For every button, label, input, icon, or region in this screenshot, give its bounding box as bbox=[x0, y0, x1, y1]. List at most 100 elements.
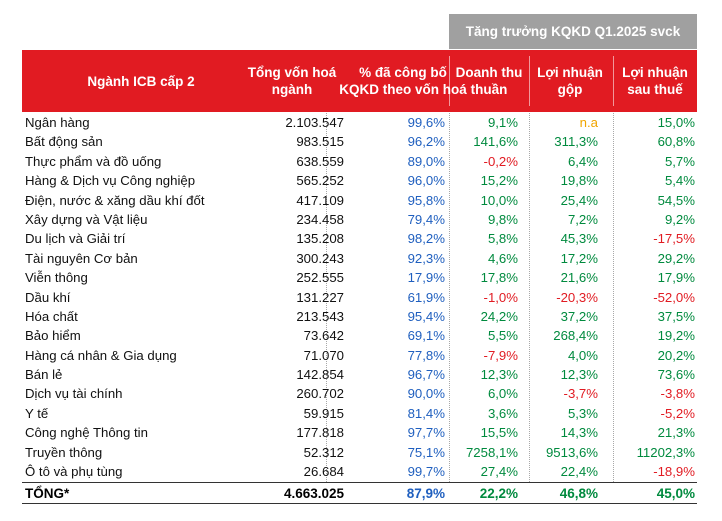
header-net-profit: Lợi nhuận sau thuế bbox=[622, 65, 688, 97]
revenue-growth: 10,0% bbox=[480, 192, 518, 208]
sector-name: Du lịch và Giải trí bbox=[25, 231, 126, 247]
table-row: Hàng cá nhân & Gia dụng 71.070 77,8% -7,9% 4… bbox=[22, 346, 697, 365]
revenue-growth: -0,2% bbox=[483, 153, 518, 169]
market-cap: 2.103.547 bbox=[285, 115, 344, 130]
table-row: Dầu khí 131.227 61,9% -1,0% -20,3% -52,0% bbox=[22, 288, 697, 307]
table-row: Tài nguyên Cơ bản 300.243 92,3% 4,6% 17,2% 29… bbox=[22, 249, 697, 268]
sector-name: Ô tô và phụ tùng bbox=[25, 464, 123, 480]
gross-profit-growth: 14,3% bbox=[560, 425, 598, 441]
table-row: Điện, nước & xăng dầu khí đốt 417.109 95,8… bbox=[22, 191, 697, 210]
revenue-growth: 9,1% bbox=[487, 115, 518, 130]
header-reported-share: % đã công bố KQKD theo vốn hoá bbox=[339, 65, 467, 97]
table-row: Xây dựng và Vật liệu 234.458 79,4% 9,8% 7,2%… bbox=[22, 210, 697, 229]
market-cap: 417.109 bbox=[296, 192, 344, 208]
net-profit-growth: 54,5% bbox=[657, 192, 695, 208]
revenue-growth: 15,2% bbox=[480, 173, 518, 189]
total-reported-share: 87,9% bbox=[406, 486, 445, 501]
market-cap: 52.312 bbox=[303, 444, 344, 460]
gross-profit-growth: n.a bbox=[579, 115, 598, 130]
table-row: Hóa chất 213.543 95,4% 24,2% 37,2% 37,5% bbox=[22, 307, 697, 326]
reported-share: 98,2% bbox=[407, 231, 445, 247]
net-profit-growth: 5,7% bbox=[664, 153, 695, 169]
reported-share: 96,2% bbox=[407, 134, 445, 150]
table-row: Công nghệ Thông tin 177.818 97,7% 15,5% 14,3… bbox=[22, 423, 697, 442]
table-row: Hàng & Dịch vụ Công nghiệp 565.252 96,0% 15… bbox=[22, 171, 697, 190]
sector-name: Bán lẻ bbox=[25, 367, 63, 383]
reported-share: 61,9% bbox=[407, 289, 445, 305]
header-market-cap: Tổng vốn hoá ngành bbox=[247, 65, 337, 97]
reported-share: 95,4% bbox=[407, 308, 445, 324]
market-cap: 26.684 bbox=[303, 464, 344, 480]
sector-name: Dầu khí bbox=[25, 289, 71, 305]
total-net-profit: 45,0% bbox=[656, 486, 695, 501]
net-profit-growth: -18,9% bbox=[653, 464, 695, 480]
header-divider bbox=[529, 56, 530, 106]
reported-share: 99,6% bbox=[407, 115, 445, 130]
total-market-cap: 4.663.025 bbox=[283, 486, 344, 501]
sector-name: Hóa chất bbox=[25, 308, 78, 324]
net-profit-growth: 37,5% bbox=[657, 308, 695, 324]
gross-profit-growth: 22,4% bbox=[560, 464, 598, 480]
gross-profit-growth: 37,2% bbox=[560, 308, 598, 324]
reported-share: 89,0% bbox=[407, 153, 445, 169]
gross-profit-growth: 4,0% bbox=[567, 347, 598, 363]
gross-profit-growth: 311,3% bbox=[554, 134, 598, 150]
market-cap: 177.818 bbox=[296, 425, 344, 441]
market-cap: 73.642 bbox=[303, 328, 344, 344]
sector-name: Tài nguyên Cơ bản bbox=[25, 250, 138, 266]
gross-profit-growth: 12,3% bbox=[560, 367, 598, 383]
gross-profit-growth: -3,7% bbox=[563, 386, 598, 402]
reported-share: 97,7% bbox=[407, 425, 445, 441]
reported-share: 79,4% bbox=[407, 211, 445, 227]
gross-profit-growth: 21,6% bbox=[560, 270, 598, 286]
revenue-growth: 27,4% bbox=[480, 464, 518, 480]
gross-profit-growth: 45,3% bbox=[560, 231, 598, 247]
group-header: Tăng trưởng KQKD Q1.2025 svck bbox=[449, 14, 697, 49]
gross-profit-growth: 268,4% bbox=[553, 328, 598, 344]
table-row: Viễn thông 252.555 17,9% 17,8% 21,6% 17,9% bbox=[22, 268, 697, 287]
market-cap: 638.559 bbox=[296, 153, 344, 169]
header-sector: Ngành ICB cấp 2 bbox=[87, 73, 195, 89]
revenue-growth: 4,6% bbox=[487, 250, 518, 266]
reported-share: 75,1% bbox=[407, 444, 445, 460]
market-cap: 135.208 bbox=[296, 231, 344, 247]
net-profit-growth: 15,0% bbox=[657, 115, 695, 130]
sector-name: Thực phẩm và đồ uống bbox=[25, 153, 162, 169]
sector-name: Công nghệ Thông tin bbox=[25, 425, 148, 441]
reported-share: 90,0% bbox=[407, 386, 445, 402]
sector-name: Hàng & Dịch vụ Công nghiệp bbox=[25, 173, 196, 189]
revenue-growth: 17,8% bbox=[480, 270, 518, 286]
table-row: Y tế 59.915 81,4% 3,6% 5,3% -5,2% bbox=[22, 404, 697, 423]
net-profit-growth: 19,2% bbox=[657, 328, 695, 344]
net-profit-growth: 60,8% bbox=[657, 134, 695, 150]
net-profit-growth: 5,4% bbox=[664, 173, 695, 189]
market-cap: 260.702 bbox=[296, 386, 344, 402]
gross-profit-growth: 19,8% bbox=[560, 173, 598, 189]
column-divider bbox=[449, 113, 450, 482]
gross-profit-growth: 9513,6% bbox=[545, 444, 598, 460]
net-profit-growth: 9,2% bbox=[664, 211, 695, 227]
total-rule-bottom bbox=[22, 503, 697, 504]
gross-profit-growth: 7,2% bbox=[567, 211, 598, 227]
market-cap: 71.070 bbox=[303, 347, 344, 363]
revenue-growth: 7258,1% bbox=[465, 444, 518, 460]
table-row: Bảo hiểm 73.642 69,1% 5,5% 268,4% 19,2% bbox=[22, 326, 697, 345]
net-profit-growth: 20,2% bbox=[657, 347, 695, 363]
gross-profit-growth: 17,2% bbox=[560, 250, 598, 266]
revenue-growth: 141,6% bbox=[473, 134, 518, 150]
sector-name: Bất động sản bbox=[25, 134, 103, 150]
total-row: TỔNG* 4.663.025 87,9% 22,2% 46,8% 45,0% bbox=[22, 484, 697, 503]
sector-name: Xây dựng và Vật liệu bbox=[25, 211, 148, 227]
market-cap: 252.555 bbox=[296, 270, 344, 286]
total-revenue: 22,2% bbox=[479, 486, 518, 501]
column-divider bbox=[529, 113, 530, 482]
reported-share: 96,7% bbox=[407, 367, 445, 383]
sector-name: Ngân hàng bbox=[25, 115, 90, 130]
revenue-growth: 5,5% bbox=[487, 328, 518, 344]
sector-name: Điện, nước & xăng dầu khí đốt bbox=[25, 192, 205, 208]
total-rule-top bbox=[22, 482, 697, 483]
net-profit-growth: 21,3% bbox=[657, 425, 695, 441]
reported-share: 77,8% bbox=[407, 347, 445, 363]
revenue-growth: 6,0% bbox=[487, 386, 518, 402]
net-profit-growth: 73,6% bbox=[657, 367, 695, 383]
